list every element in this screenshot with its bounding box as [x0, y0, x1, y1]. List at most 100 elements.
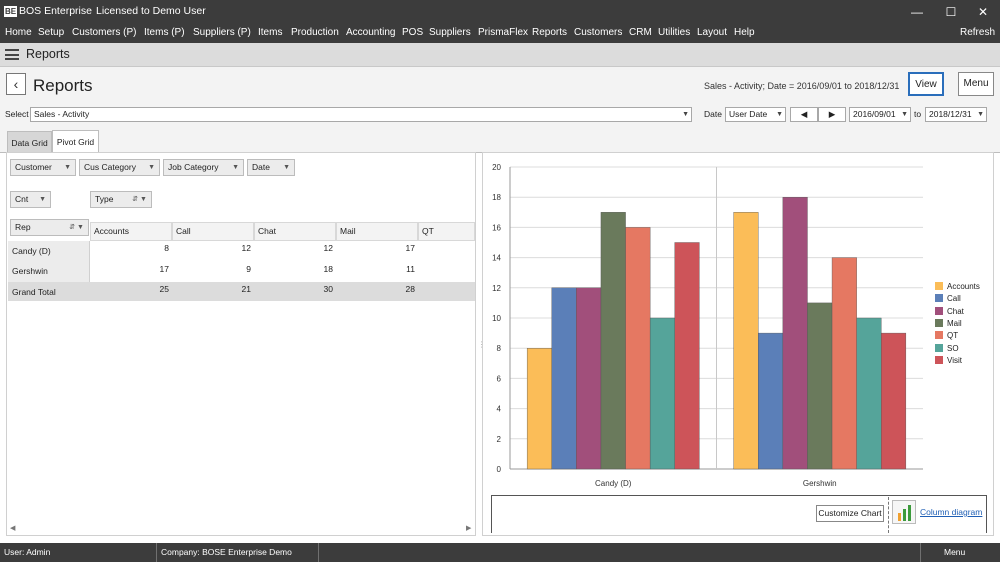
bar-chart: 0 2 4 6 8 10 12 14 16 18 20 Candy (D) Gershwin [492, 163, 923, 488]
menu-reports[interactable]: Reports [532, 27, 568, 38]
filter-icon[interactable]: ▼ [232, 164, 239, 171]
menu-suppliers-p[interactable]: Suppliers (P) [193, 27, 251, 38]
cell-gershwin-call[interactable]: 9 [246, 264, 251, 274]
date-mode-value: User Date [729, 109, 768, 119]
cell-candy-call[interactable]: 12 [241, 243, 251, 253]
bar-accounts-0 [526, 347, 552, 470]
status-menu[interactable]: Menu [944, 547, 966, 557]
pivot-grid-panel: Customer ▼ Cus Category ▼ Job Category ▼ Da… [6, 152, 476, 536]
y-tick-label: 20 [492, 163, 501, 172]
column-header-mail[interactable]: Mail [336, 222, 418, 241]
row-header-gershwin[interactable]: Gershwin [12, 266, 48, 276]
sort-filter-icon[interactable]: ⇵ ▼ [132, 196, 147, 203]
bar-visit-0 [674, 242, 700, 470]
menu-prismaflex[interactable]: PrismaFlex [478, 27, 529, 38]
cell-gershwin-accounts[interactable]: 17 [159, 264, 169, 274]
date-from-input[interactable]: 2016/09/01 ▼ [849, 107, 911, 122]
minimize-icon[interactable]: — [911, 5, 923, 19]
tab-data-grid[interactable]: Data Grid [7, 131, 52, 153]
maximize-icon[interactable]: ☐ [945, 5, 957, 19]
bar-chart-icon [898, 505, 911, 521]
filter-icon[interactable]: ▼ [148, 164, 155, 171]
tab-pivot-grid[interactable]: Pivot Grid [52, 130, 99, 154]
y-tick-label: 4 [497, 405, 502, 414]
cell-candy-mail[interactable]: 17 [405, 243, 415, 253]
total-mail[interactable]: 28 [405, 284, 415, 294]
refresh-button[interactable]: Refresh [959, 27, 995, 38]
menu-customers[interactable]: Customers [574, 27, 623, 38]
legend-item-qt[interactable]: QT [935, 331, 958, 340]
customize-chart-button[interactable]: Customize Chart [816, 505, 884, 522]
sort-filter-icon[interactable]: ⇵ ▼ [69, 224, 84, 231]
legend-item-call[interactable]: Call [935, 294, 961, 303]
legend-item-visit[interactable]: Visit [935, 355, 962, 365]
menu-utilities[interactable]: Utilities [658, 27, 691, 38]
chart-footer: Customize Chart Column diagram [491, 495, 987, 533]
column-field-type[interactable]: Type ⇵ ▼ [90, 191, 152, 208]
menu-suppliers[interactable]: Suppliers [429, 27, 471, 38]
total-accounts[interactable]: 25 [159, 284, 169, 294]
legend-item-accounts[interactable]: Accounts [935, 282, 980, 291]
legend-item-mail[interactable]: Mail [935, 318, 962, 328]
tabs-bar: Data Grid Pivot Grid [0, 127, 1000, 154]
menu-items[interactable]: Items [258, 27, 283, 38]
cell-gershwin-chat[interactable]: 18 [323, 264, 333, 274]
legend-item-so[interactable]: SO [935, 343, 959, 353]
legend-swatch [935, 282, 943, 290]
total-chat[interactable]: 30 [323, 284, 333, 294]
filter-icon[interactable]: ▼ [283, 164, 290, 171]
view-button[interactable]: View [908, 72, 944, 96]
filter-field-customer[interactable]: Customer ▼ [10, 159, 76, 176]
menu-production[interactable]: Production [291, 27, 339, 38]
cell-gershwin-mail[interactable]: 11 [406, 264, 415, 274]
menu-crm[interactable]: CRM [629, 27, 652, 38]
column-diagram-link[interactable]: Column diagram [920, 507, 983, 517]
close-icon[interactable]: ✕ [977, 5, 989, 19]
data-field-cnt[interactable]: Cnt ▼ [10, 191, 51, 208]
column-header-chat[interactable]: Chat [254, 222, 336, 241]
date-to-input[interactable]: 2018/12/31 ▼ [925, 107, 987, 122]
menu-layout[interactable]: Layout [697, 27, 728, 38]
y-tick-label: 6 [497, 374, 502, 383]
row-header-candy[interactable]: Candy (D) [12, 246, 51, 256]
select-label: Select [5, 109, 29, 119]
filter-field-cus-category[interactable]: Cus Category ▼ [79, 159, 160, 176]
scroll-right-icon[interactable]: ▶ [466, 525, 472, 532]
column-header-accounts[interactable]: Accounts [90, 222, 172, 241]
legend-label: Chat [947, 306, 964, 316]
report-select[interactable]: Sales - Activity ▼ [30, 107, 692, 122]
legend-label: Call [947, 294, 961, 304]
date-mode-select[interactable]: User Date ▼ [725, 107, 786, 122]
scroll-left-icon[interactable]: ◀ [10, 525, 16, 532]
total-call[interactable]: 21 [241, 284, 251, 294]
bar-mail-0 [600, 212, 626, 470]
menu-button[interactable]: Menu [958, 72, 994, 96]
y-tick-label: 18 [492, 193, 501, 202]
legend-item-chat[interactable]: Chat [935, 306, 964, 316]
column-header-call[interactable]: Call [172, 222, 254, 241]
filter-field-job-category[interactable]: Job Category ▼ [163, 159, 244, 176]
license-text: Licensed to Demo User [96, 5, 206, 17]
column-header-qt[interactable]: QT [418, 222, 475, 241]
menu-accounting[interactable]: Accounting [346, 27, 396, 38]
bar-so-0 [649, 317, 675, 470]
date-next-button[interactable]: ▶ [818, 107, 846, 122]
filter-icon[interactable]: ▼ [64, 164, 71, 171]
legend-label: Accounts [947, 282, 980, 291]
date-prev-button[interactable]: ◀ [790, 107, 818, 122]
back-button[interactable]: ‹ [6, 73, 26, 95]
menu-items-p[interactable]: Items (P) [144, 27, 185, 38]
row-field-rep[interactable]: Rep ⇵ ▼ [10, 219, 89, 236]
chart-type-icon[interactable] [892, 500, 916, 524]
bar-chat-1 [782, 197, 808, 470]
menu-pos[interactable]: POS [402, 27, 424, 38]
cell-candy-chat[interactable]: 12 [323, 243, 333, 253]
hamburger-menu-icon[interactable] [5, 49, 19, 60]
menu-help[interactable]: Help [734, 27, 755, 38]
cell-candy-accounts[interactable]: 8 [164, 243, 169, 253]
menu-home[interactable]: Home [5, 27, 32, 38]
filter-field-date[interactable]: Date ▼ [247, 159, 295, 176]
menu-setup[interactable]: Setup [38, 27, 65, 38]
menu-customers-p[interactable]: Customers (P) [72, 27, 137, 38]
filter-icon[interactable]: ▼ [39, 196, 46, 203]
